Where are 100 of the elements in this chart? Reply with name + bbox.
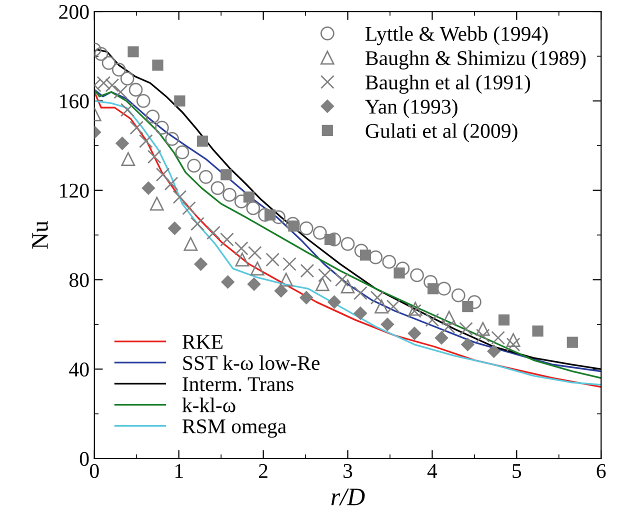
point bbox=[340, 279, 355, 294]
point bbox=[324, 234, 336, 246]
point bbox=[286, 216, 300, 231]
point bbox=[315, 277, 330, 292]
point bbox=[300, 264, 314, 278]
point bbox=[175, 145, 190, 160]
point bbox=[437, 282, 451, 296]
point bbox=[353, 286, 368, 300]
legend-label: Lyttle & Webb (1994) bbox=[366, 26, 548, 46]
y-tick-label: 40 bbox=[69, 362, 89, 377]
point bbox=[441, 320, 456, 334]
point bbox=[164, 176, 178, 191]
point bbox=[221, 275, 234, 289]
point bbox=[498, 314, 510, 326]
x-tick-label: 2 bbox=[259, 464, 268, 478]
point bbox=[120, 102, 134, 117]
point bbox=[434, 331, 448, 344]
point bbox=[468, 295, 482, 310]
x-tick-label: 0 bbox=[90, 464, 99, 478]
legend-label: k-kl-ω bbox=[182, 398, 236, 412]
point bbox=[187, 158, 201, 173]
point bbox=[206, 226, 220, 240]
point bbox=[532, 326, 544, 337]
point bbox=[566, 336, 578, 348]
point bbox=[116, 136, 129, 150]
y-tick-label: 200 bbox=[59, 4, 89, 19]
point bbox=[136, 94, 150, 108]
point bbox=[120, 72, 134, 86]
point bbox=[506, 333, 520, 347]
x-tick-label: 4 bbox=[427, 464, 438, 478]
point bbox=[462, 300, 474, 312]
point bbox=[382, 254, 396, 269]
x-tick-label: 5 bbox=[512, 464, 522, 478]
point bbox=[234, 194, 248, 208]
point bbox=[235, 252, 250, 267]
point bbox=[247, 278, 261, 291]
point bbox=[172, 190, 187, 204]
point bbox=[312, 226, 327, 240]
point bbox=[370, 290, 384, 305]
point bbox=[459, 322, 473, 336]
point bbox=[410, 268, 424, 282]
point bbox=[220, 169, 232, 180]
x-tick-label: 1 bbox=[175, 464, 183, 478]
point bbox=[408, 304, 422, 318]
point bbox=[408, 326, 422, 340]
point bbox=[264, 209, 276, 220]
point bbox=[476, 328, 490, 343]
point bbox=[220, 232, 234, 246]
point bbox=[155, 120, 169, 135]
point bbox=[222, 188, 236, 202]
point bbox=[150, 196, 164, 211]
point bbox=[451, 288, 466, 302]
point bbox=[299, 221, 314, 236]
point bbox=[168, 222, 182, 235]
point bbox=[266, 252, 280, 267]
point bbox=[424, 275, 438, 289]
x-tick-label: 6 bbox=[596, 464, 606, 478]
point bbox=[142, 181, 156, 195]
point bbox=[282, 257, 296, 272]
legend-label: Interm. Trans bbox=[182, 377, 294, 392]
point bbox=[146, 110, 160, 124]
point bbox=[182, 201, 196, 216]
x-tick-label: 3 bbox=[344, 464, 352, 478]
point bbox=[318, 268, 332, 282]
legend-label: Gulati et al (2009) bbox=[366, 123, 518, 142]
point bbox=[105, 78, 120, 92]
point bbox=[248, 246, 262, 260]
legend-label: RKE bbox=[182, 335, 223, 349]
point bbox=[354, 244, 368, 258]
point bbox=[386, 300, 400, 314]
point bbox=[196, 136, 208, 147]
y-tick-label: 0 bbox=[80, 452, 89, 466]
point bbox=[243, 191, 254, 203]
point bbox=[152, 60, 164, 71]
point bbox=[190, 216, 204, 231]
point bbox=[442, 310, 456, 325]
point bbox=[147, 150, 162, 164]
y-tick-label: 120 bbox=[60, 184, 89, 198]
point bbox=[288, 220, 300, 232]
point bbox=[368, 250, 383, 264]
point bbox=[380, 318, 394, 331]
point bbox=[354, 306, 368, 320]
point bbox=[487, 344, 500, 358]
legend-label: RSM omega bbox=[182, 419, 286, 438]
point bbox=[340, 237, 355, 251]
point bbox=[210, 181, 225, 196]
point bbox=[128, 46, 139, 58]
point bbox=[461, 338, 474, 352]
point bbox=[194, 257, 208, 271]
point bbox=[374, 300, 388, 314]
point bbox=[394, 267, 405, 279]
point bbox=[96, 76, 111, 90]
point bbox=[328, 295, 341, 309]
legend-label: Baughn et al (1991) bbox=[366, 74, 530, 94]
point bbox=[272, 210, 286, 224]
point bbox=[246, 201, 260, 216]
legend-label: Yan (1993) bbox=[365, 99, 458, 118]
point bbox=[138, 134, 153, 148]
point bbox=[130, 120, 144, 135]
point bbox=[174, 95, 186, 106]
